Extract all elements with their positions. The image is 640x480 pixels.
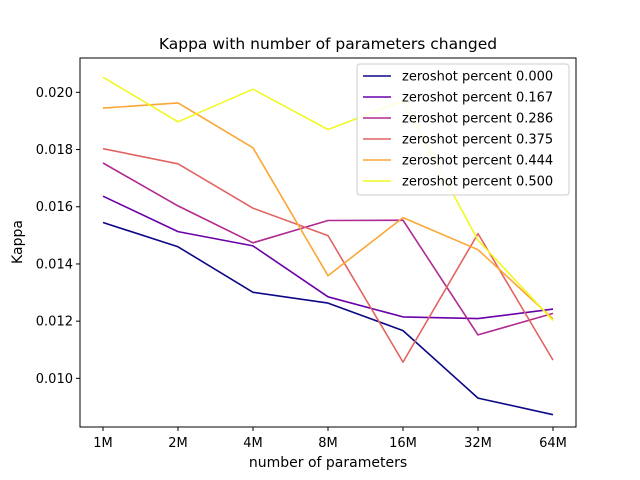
series-line-0 <box>102 221 554 416</box>
x-tick-label: 2M <box>168 436 188 451</box>
x-tick-label: 4M <box>243 436 263 451</box>
chart-title: Kappa with number of parameters changed <box>159 35 497 53</box>
y-axis-label: Kappa <box>10 220 26 264</box>
legend-label-2: zeroshot percent 0.286 <box>402 112 553 127</box>
series-line-4 <box>102 102 554 320</box>
y-axis: 0.010 0.012 0.014 0.016 0.018 0.020 <box>36 86 80 387</box>
legend: zeroshot percent 0.000 zeroshot percent 0… <box>356 63 570 196</box>
legend-label-1: zeroshot percent 0.167 <box>402 91 553 106</box>
y-tick-label: 0.016 <box>36 200 73 215</box>
series-line-3 <box>102 147 554 363</box>
legend-label-3: zeroshot percent 0.375 <box>402 133 553 148</box>
x-tick-label: 8M <box>318 436 338 451</box>
x-axis: 1M 2M 4M 8M 16M 32M 64M <box>93 427 567 451</box>
y-tick-label: 0.018 <box>36 143 73 158</box>
x-tick-label: 32M <box>464 436 492 451</box>
series-line-1 <box>102 195 554 320</box>
series-layer <box>102 76 554 416</box>
y-tick-label: 0.010 <box>36 372 73 387</box>
legend-label-4: zeroshot percent 0.444 <box>402 154 553 169</box>
series-line-5 <box>102 76 554 322</box>
x-tick-label: 16M <box>389 436 417 451</box>
legend-box <box>356 63 570 196</box>
legend-label-5: zeroshot percent 0.500 <box>402 175 553 190</box>
x-axis-label: number of parameters <box>249 455 407 471</box>
y-tick-label: 0.014 <box>36 257 73 272</box>
x-tick-label: 1M <box>93 436 113 451</box>
series-line-2 <box>102 162 554 336</box>
legend-label-0: zeroshot percent 0.000 <box>402 70 553 85</box>
x-tick-label: 64M <box>539 436 567 451</box>
y-tick-label: 0.020 <box>36 86 73 101</box>
y-tick-label: 0.012 <box>36 315 73 330</box>
